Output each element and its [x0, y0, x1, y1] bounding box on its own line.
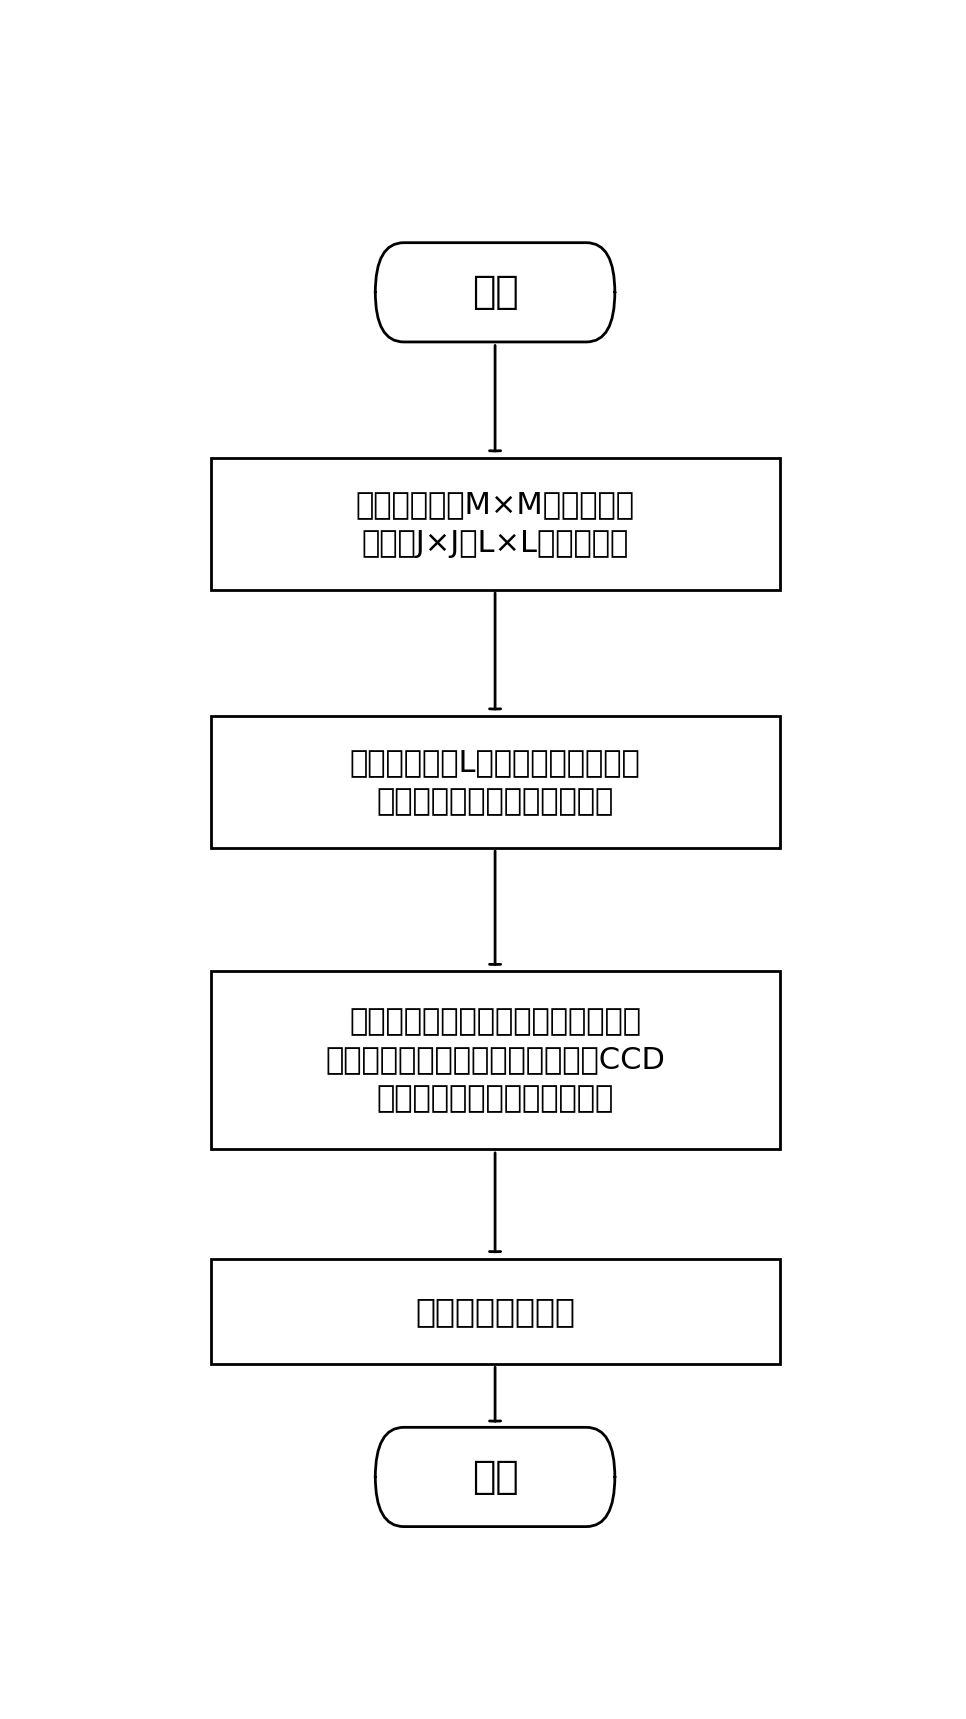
FancyBboxPatch shape — [375, 1427, 614, 1526]
Text: 将采集的每幅M×M大小的图像
分割为J×J个L×L大小的子图: 将采集的每幅M×M大小的图像 分割为J×J个L×L大小的子图 — [355, 490, 635, 557]
Text: 以高斯函数为模型拟合轴向响应得到
样表面每点的峰值位置，并将两个CCD
获取的峰值位置结果取平均值: 以高斯函数为模型拟合轴向响应得到 样表面每点的峰值位置，并将两个CCD 获取的峰… — [326, 1007, 665, 1112]
Text: 对子图集进行L阶离散傅里叶变换，
获得样品表面每点的轴向响应: 对子图集进行L阶离散傅里叶变换， 获得样品表面每点的轴向响应 — [350, 748, 640, 815]
Bar — [211, 971, 780, 1150]
Text: 结束: 结束 — [471, 1458, 519, 1496]
Text: 开始: 开始 — [471, 273, 519, 311]
Bar — [211, 457, 780, 590]
Bar — [211, 715, 780, 847]
Bar — [211, 1258, 780, 1365]
Text: 获得样品表面面形: 获得样品表面面形 — [415, 1294, 575, 1329]
FancyBboxPatch shape — [375, 242, 614, 342]
